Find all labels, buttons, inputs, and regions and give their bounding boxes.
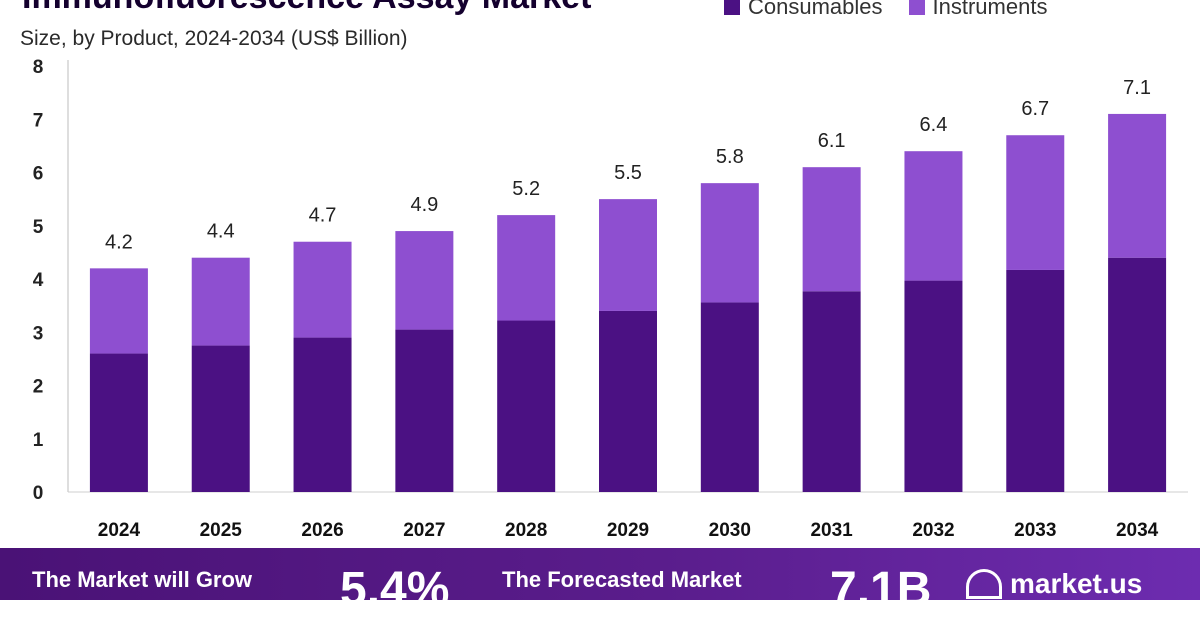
brand-name: market.us [1010, 568, 1143, 599]
bar-consumables-2029 [599, 310, 657, 492]
bar-instruments-2026 [293, 241, 352, 338]
bar-instruments-2025 [191, 257, 250, 346]
bar-consumables-2033 [1006, 269, 1065, 492]
y-tick-label: 3 [33, 323, 44, 344]
data-label-2028: 5.2 [512, 178, 540, 200]
bar-instruments-2032 [904, 151, 963, 281]
growth-text: The Market will Grow [32, 567, 253, 592]
legend-item-consumables: Consumables [724, 0, 883, 20]
bar-instruments-2034 [1108, 113, 1167, 258]
data-label-2024: 4.2 [105, 231, 133, 253]
y-tick-label: 8 [33, 57, 44, 78]
forecast-value: 7.1B [830, 563, 932, 616]
x-tick-label-2030: 2030 [709, 520, 751, 541]
y-tick-label: 2 [33, 377, 44, 398]
x-tick-label-2026: 2026 [301, 520, 343, 541]
bar-instruments-2029 [599, 199, 657, 311]
data-label-2026: 4.7 [309, 205, 337, 227]
bar-consumables-2031 [802, 291, 861, 492]
growth-value: 5.4% [340, 563, 450, 616]
legend-label-consumables: Consumables [748, 0, 883, 19]
data-label-2025: 4.4 [207, 221, 235, 243]
bar-instruments-2027 [395, 231, 454, 330]
bar-consumables-2034 [1108, 257, 1167, 492]
y-tick-label: 7 [33, 110, 44, 131]
bar-instruments-2030 [700, 183, 759, 303]
x-tick-label-2031: 2031 [810, 520, 853, 541]
data-label-2029: 5.5 [614, 162, 642, 184]
data-label-2032: 6.4 [920, 114, 948, 136]
stacked-bar-chart: 0 1 2 3 4 5 6 7 8 4.2 2024 4.4 2025 4.7 2026 4.9 2027 5.2… [33, 57, 1188, 541]
y-tick-label: 6 [33, 164, 44, 185]
bar-instruments-2033 [1006, 135, 1065, 270]
x-tick-label-2025: 2025 [200, 520, 243, 541]
x-tick-label-2027: 2027 [403, 520, 445, 541]
bar-consumables-2024 [89, 353, 148, 492]
legend-item-instruments: Instruments [908, 0, 1048, 20]
x-tick-label-2034: 2034 [1116, 520, 1159, 541]
data-label-2034: 7.1 [1123, 77, 1151, 99]
x-tick-label-2029: 2029 [607, 520, 649, 541]
bar-instruments-2028 [497, 215, 556, 321]
bar-consumables-2026 [293, 337, 352, 492]
brand-logo[interactable]: market.us [966, 568, 1142, 600]
legend-label-instruments: Instruments [932, 0, 1048, 19]
chart-subtitle: Size, by Product, 2024-2034 (US$ Billion… [20, 27, 408, 50]
x-tick-label-2024: 2024 [98, 520, 141, 541]
y-tick-label: 1 [33, 430, 44, 451]
bar-consumables-2030 [700, 302, 759, 492]
bar-consumables-2027 [395, 329, 454, 492]
legend-swatch-instruments [908, 0, 925, 15]
summary-banner: The Market will Grow 5.4% The Forecasted… [0, 548, 1200, 616]
x-tick-label-2033: 2033 [1014, 520, 1056, 541]
legend-swatch-consumables [724, 0, 740, 15]
forecast-text: The Forecasted Market [502, 567, 742, 592]
data-label-2033: 6.7 [1021, 98, 1049, 120]
data-label-2027: 4.9 [410, 194, 438, 216]
bar-instruments-2024 [89, 268, 148, 354]
market-us-logo-icon [966, 569, 1002, 599]
bar-consumables-2028 [497, 320, 556, 492]
y-tick-label: 5 [33, 217, 44, 238]
y-tick-label: 0 [33, 483, 44, 504]
y-tick-label: 4 [33, 270, 44, 291]
bar-instruments-2031 [802, 167, 861, 292]
x-tick-label-2032: 2032 [912, 520, 954, 541]
data-label-2030: 5.8 [716, 146, 744, 168]
x-tick-label-2028: 2028 [505, 520, 547, 541]
chart-title: Immunofluorescence Assay Market [22, 0, 591, 17]
bar-consumables-2032 [904, 280, 963, 492]
data-label-2031: 6.1 [818, 130, 846, 152]
bar-consumables-2025 [191, 345, 250, 492]
legend: Consumables Instruments [724, 0, 1047, 20]
